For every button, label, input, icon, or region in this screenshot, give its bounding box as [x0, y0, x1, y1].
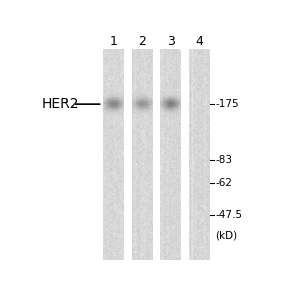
Text: -83: -83 [216, 154, 232, 165]
Text: 4: 4 [196, 35, 203, 48]
Text: HER2: HER2 [42, 97, 80, 111]
Text: 2: 2 [138, 35, 146, 48]
Text: 3: 3 [167, 35, 175, 48]
Text: (kD): (kD) [216, 231, 237, 241]
Text: 1: 1 [110, 35, 118, 48]
Text: -47.5: -47.5 [216, 210, 243, 220]
Text: -62: -62 [216, 178, 232, 188]
Text: -175: -175 [216, 99, 239, 109]
